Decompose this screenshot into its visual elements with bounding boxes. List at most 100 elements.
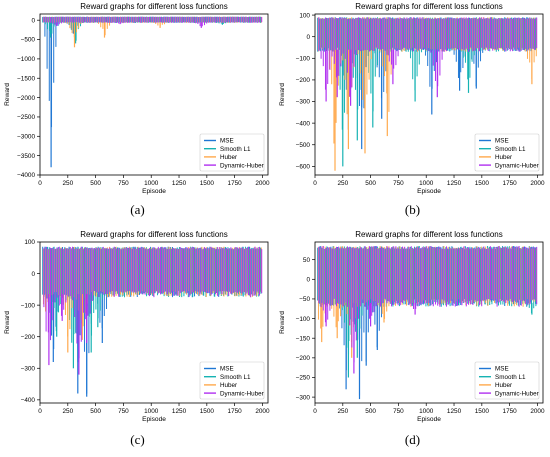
y-tick-label: −200	[296, 77, 311, 84]
chart-a: Reward graphs for different loss functio…	[4, 2, 270, 195]
y-tick-label: −50	[299, 296, 310, 303]
y-tick-label: −100	[21, 302, 36, 309]
x-tick-label: 500	[365, 180, 376, 187]
chart-title: Reward graphs for different loss functio…	[80, 230, 227, 239]
legend-label: Smooth L1	[220, 146, 251, 153]
legend-box	[199, 361, 265, 400]
x-tick-label: 1250	[447, 408, 462, 415]
y-tick-label: −4000	[17, 172, 35, 179]
legend-box	[199, 133, 265, 172]
legend-label: Dynamic-Huber	[495, 162, 539, 169]
y-tick-label: −2000	[17, 95, 35, 102]
plot-area	[317, 246, 538, 400]
x-tick-label: 750	[393, 180, 404, 187]
legend-label: Huber	[495, 382, 512, 389]
legend-label: Smooth L1	[220, 374, 251, 381]
panel-a-caption: (a)	[130, 202, 145, 217]
x-tick-label: 250	[337, 408, 348, 415]
plot-frame	[39, 241, 269, 404]
panel-a: Reward graphs for different loss functio…	[0, 0, 275, 228]
x-tick-label: 1000	[144, 408, 159, 415]
plot-frame	[39, 13, 269, 176]
x-axis-label: Episode	[142, 416, 166, 423]
y-tick-label: 0	[31, 271, 35, 278]
y-tick-label: −400	[296, 120, 311, 127]
y-tick-label: 0	[306, 277, 310, 284]
x-tick-label: 0	[313, 408, 317, 415]
series-line-dynamic-huber	[43, 16, 263, 27]
plot-area	[317, 17, 538, 171]
y-tick-label: 100	[24, 239, 35, 246]
y-tick-label: 50	[303, 257, 311, 264]
y-tick-label: −250	[296, 375, 311, 382]
y-tick-label: −1000	[17, 56, 35, 63]
x-tick-label: 2000	[530, 180, 545, 187]
legend-label: Huber	[220, 154, 237, 161]
y-tick-label: −600	[296, 164, 311, 171]
legend-label: Huber	[495, 154, 512, 161]
y-tick-label: −300	[21, 365, 36, 372]
series-line-dynamic-huber	[43, 246, 263, 359]
y-tick-label: −300	[296, 99, 311, 106]
chart-b: Reward graphs for different loss functio…	[279, 2, 545, 195]
y-tick-label: 0	[31, 17, 35, 24]
y-tick-label: −2500	[17, 114, 35, 121]
x-axis-label: Episode	[417, 416, 441, 423]
x-tick-label: 1500	[475, 408, 490, 415]
x-tick-label: 750	[118, 408, 129, 415]
x-axis-label: Episode	[142, 188, 166, 195]
chart-c: Reward graphs for different loss functio…	[4, 230, 270, 423]
x-tick-label: 0	[38, 180, 42, 187]
y-tick-label: 100	[299, 12, 310, 19]
x-tick-label: 1500	[200, 408, 215, 415]
x-tick-label: 250	[62, 180, 73, 187]
x-tick-label: 1750	[228, 180, 243, 187]
x-tick-label: 0	[38, 408, 42, 415]
x-tick-label: 500	[90, 180, 101, 187]
plot-frame	[314, 13, 544, 176]
x-tick-label: 1750	[228, 408, 243, 415]
x-tick-label: 1000	[144, 180, 159, 187]
y-tick-label: −1500	[17, 75, 35, 82]
plot-area	[42, 246, 263, 397]
legend-label: Dynamic-Huber	[220, 390, 264, 397]
chart-title: Reward graphs for different loss functio…	[355, 230, 502, 239]
legend-label: Huber	[220, 382, 237, 389]
legend-label: MSE	[220, 366, 234, 373]
y-tick-label: −500	[296, 142, 311, 149]
panel-d: Reward graphs for different loss functio…	[275, 228, 550, 456]
y-tick-label: −400	[21, 397, 36, 404]
y-tick-label: −100	[296, 316, 311, 323]
legend-label: MSE	[220, 138, 234, 145]
chart-d: Reward graphs for different loss functio…	[279, 230, 545, 423]
legend-label: Dynamic-Huber	[220, 162, 264, 169]
chart-title: Reward graphs for different loss functio…	[355, 2, 502, 11]
x-axis-label: Episode	[417, 188, 441, 195]
x-tick-label: 250	[62, 408, 73, 415]
x-tick-label: 2000	[530, 408, 545, 415]
x-tick-label: 500	[365, 408, 376, 415]
x-tick-label: 0	[313, 180, 317, 187]
x-tick-label: 500	[90, 408, 101, 415]
panel-c: Reward graphs for different loss functio…	[0, 228, 275, 456]
panel-b-caption: (b)	[404, 202, 421, 217]
x-tick-label: 2000	[255, 408, 270, 415]
panel-d-caption: (d)	[404, 432, 421, 447]
y-tick-label: −100	[296, 56, 311, 63]
x-tick-label: 1750	[503, 408, 518, 415]
plot-area	[42, 16, 263, 168]
x-tick-label: 750	[118, 180, 129, 187]
x-tick-label: 2000	[255, 180, 270, 187]
y-tick-label: 0	[306, 34, 310, 41]
panel-b: Reward graphs for different loss functio…	[275, 0, 550, 228]
y-axis-label: Reward	[4, 83, 11, 106]
chart-title: Reward graphs for different loss functio…	[80, 2, 227, 11]
y-tick-label: −200	[21, 334, 36, 341]
y-tick-label: −300	[296, 394, 311, 401]
panel-c-caption: (c)	[130, 432, 145, 447]
x-tick-label: 1000	[419, 408, 434, 415]
